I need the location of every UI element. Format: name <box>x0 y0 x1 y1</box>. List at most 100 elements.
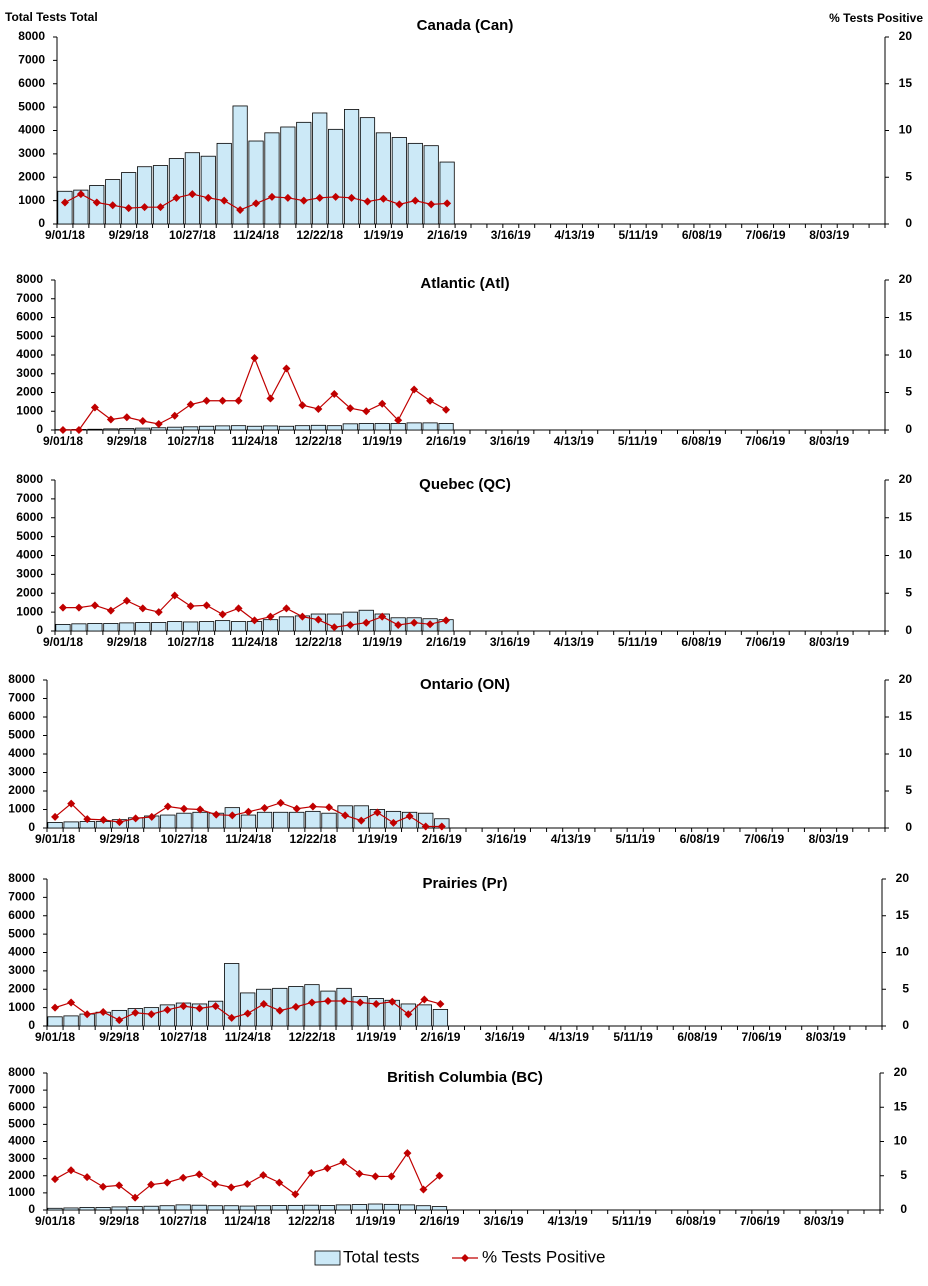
point <box>51 1175 59 1183</box>
y-tick-label: 8000 <box>16 472 43 486</box>
x-tick-label: 9/29/18 <box>107 434 147 448</box>
line <box>55 1153 439 1198</box>
point <box>75 604 83 612</box>
bar <box>217 143 231 224</box>
bar <box>215 621 229 631</box>
x-tick-label: 12/22/18 <box>296 228 343 242</box>
x-tick-label: 3/16/19 <box>484 1214 524 1228</box>
bar <box>336 1205 350 1210</box>
bar <box>424 146 438 224</box>
bar <box>128 1207 142 1210</box>
bar <box>279 426 293 430</box>
x-tick-label: 3/16/19 <box>490 635 530 649</box>
y-tick-label: 5000 <box>16 328 43 342</box>
bar <box>215 426 229 430</box>
y-tick-label: 6000 <box>8 709 35 723</box>
bar <box>240 1206 254 1210</box>
bar <box>104 429 118 430</box>
bar <box>240 993 254 1026</box>
point <box>282 604 290 612</box>
bar <box>224 1206 238 1210</box>
x-tick-label: 8/03/19 <box>804 1214 844 1228</box>
point <box>259 1171 267 1179</box>
x-tick-label: 4/13/19 <box>549 1030 589 1044</box>
point <box>355 1170 363 1178</box>
y-tick-label: 4000 <box>16 548 43 562</box>
x-tick-label: 3/16/19 <box>491 228 531 242</box>
point <box>403 1149 411 1157</box>
x-tick-label: 9/01/18 <box>43 635 83 649</box>
bar <box>290 812 305 828</box>
x-tick-label: 2/16/19 <box>420 1030 460 1044</box>
point <box>426 397 434 405</box>
y2-tick-label: 20 <box>896 871 910 885</box>
point <box>325 803 333 811</box>
bar <box>160 1206 174 1210</box>
y-tick-label: 3000 <box>18 146 45 160</box>
y-tick-label: 3000 <box>8 1151 35 1165</box>
x-tick-label: 1/19/19 <box>355 1214 395 1228</box>
bar <box>288 1205 302 1210</box>
y-tick-label: 5000 <box>16 529 43 543</box>
y-tick-label: 6000 <box>16 310 43 324</box>
x-tick-label: 9/01/18 <box>35 832 75 846</box>
bar <box>192 1205 206 1210</box>
x-tick-label: 9/29/18 <box>99 1214 139 1228</box>
x-tick-label: 6/08/19 <box>681 434 721 448</box>
point <box>436 1000 444 1008</box>
x-tick-label: 11/24/18 <box>225 1030 271 1044</box>
bar <box>306 811 321 828</box>
x-tick-label: 7/06/19 <box>742 1030 782 1044</box>
x-tick-label: 5/11/19 <box>618 434 658 448</box>
point <box>410 386 418 394</box>
point <box>219 610 227 618</box>
y-axis-label: Total Tests Total <box>5 10 98 24</box>
point <box>139 604 147 612</box>
point <box>442 406 450 414</box>
bar <box>392 138 406 224</box>
point <box>219 397 227 405</box>
bar <box>152 428 166 430</box>
x-tick-label: 2/16/19 <box>422 832 462 846</box>
bar <box>416 1206 430 1210</box>
bar <box>112 1207 126 1210</box>
x-tick-label: 5/11/19 <box>616 832 656 846</box>
bar <box>48 1208 62 1210</box>
x-tick-label: 1/19/19 <box>356 1030 396 1044</box>
point <box>266 395 274 403</box>
point <box>235 397 243 405</box>
y-tick-label: 8000 <box>8 672 35 686</box>
bar <box>257 812 272 828</box>
y-tick-label: 2000 <box>18 169 45 183</box>
bar <box>256 1206 270 1210</box>
y2-tick-label: 10 <box>896 945 910 959</box>
bar <box>64 822 79 828</box>
x-tick-label: 4/13/19 <box>551 832 591 846</box>
point <box>59 604 67 612</box>
bar <box>231 622 245 631</box>
x-tick-label: 4/13/19 <box>548 1214 588 1228</box>
point <box>277 799 285 807</box>
x-tick-label: 3/16/19 <box>485 1030 525 1044</box>
bar <box>265 133 279 224</box>
x-tick-label: 1/19/19 <box>362 434 402 448</box>
x-tick-label: 10/27/18 <box>161 832 208 846</box>
chart-title: Canada (Can) <box>417 17 514 34</box>
x-tick-label: 6/08/19 <box>682 228 722 242</box>
x-tick-label: 9/29/18 <box>99 1030 139 1044</box>
point <box>211 1180 219 1188</box>
point <box>187 602 195 610</box>
bar <box>343 424 357 430</box>
bar <box>417 1005 431 1026</box>
x-tick-label: 1/19/19 <box>357 832 397 846</box>
point <box>163 1179 171 1187</box>
y-tick-label: 4000 <box>16 347 43 361</box>
x-tick-label: 9/01/18 <box>35 1030 75 1044</box>
point <box>261 804 269 812</box>
x-tick-label: 7/06/19 <box>745 635 785 649</box>
y2-tick-label: 15 <box>896 908 910 922</box>
bar <box>208 1206 222 1210</box>
y2-tick-label: 20 <box>899 472 913 486</box>
y-tick-label: 1000 <box>18 193 45 207</box>
bar <box>439 423 453 430</box>
